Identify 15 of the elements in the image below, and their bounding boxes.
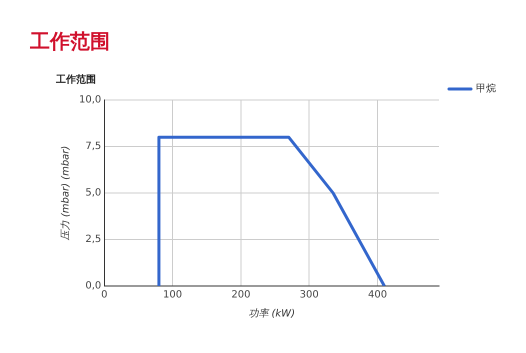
y-axis-title: 压力 (mbar) (mbar)	[60, 146, 72, 240]
x-tick-label: 300	[300, 290, 319, 301]
chart-subtitle: 工作范围	[55, 74, 96, 86]
x-tick-label: 400	[368, 290, 388, 301]
y-tick-label: 2,5	[85, 234, 102, 246]
x-tick-label: 200	[231, 290, 250, 301]
legend-label: 甲烷	[476, 82, 496, 95]
chart-title: 工作范围	[29, 28, 111, 55]
x-tick-label: 0	[101, 290, 108, 301]
y-tick-label: 5,0	[85, 188, 102, 199]
y-tick-label: 0,0	[85, 280, 102, 292]
y-tick-label: 7,5	[85, 141, 102, 152]
x-axis-title: 功率 (kW)	[248, 308, 295, 320]
x-tick-label: 100	[163, 290, 182, 301]
y-tick-label: 10,0	[79, 94, 102, 106]
